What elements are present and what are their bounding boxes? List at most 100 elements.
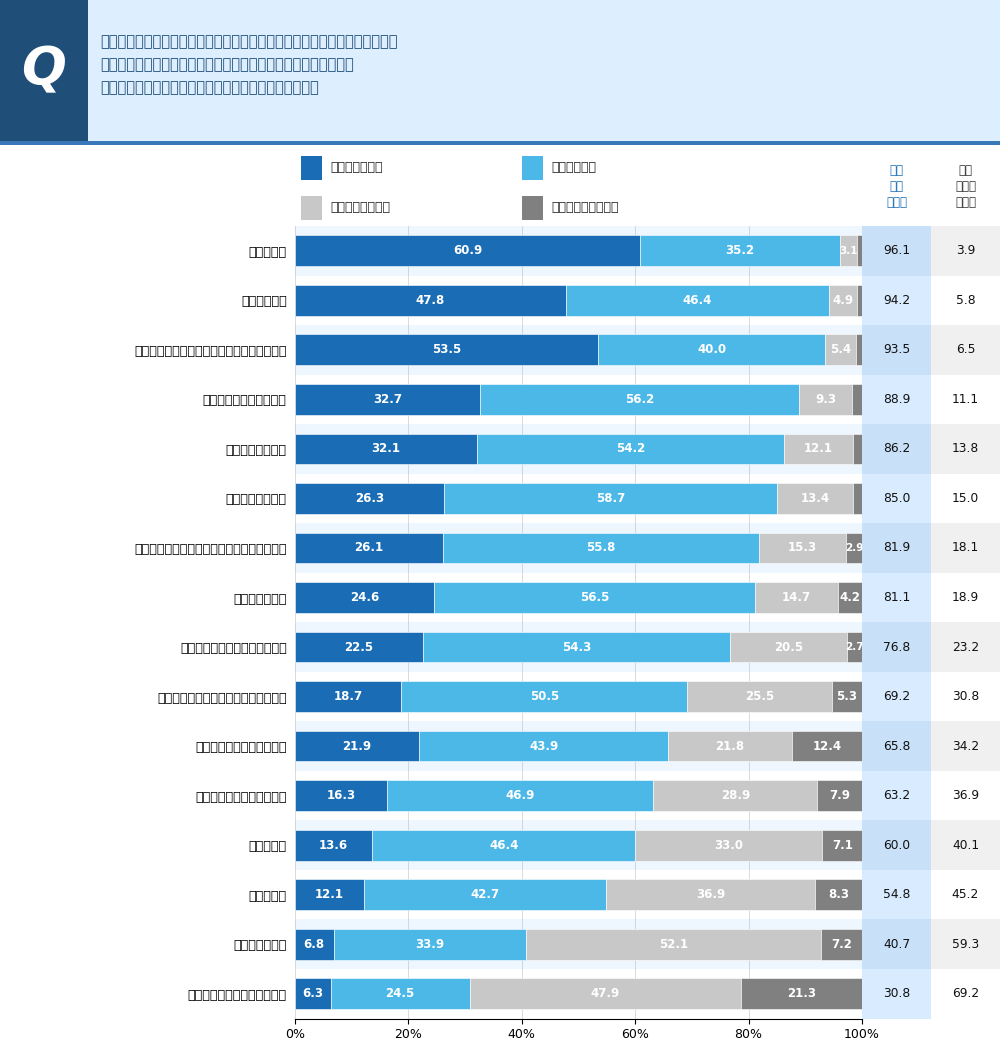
Bar — [862, 969, 931, 1019]
Text: 2.7: 2.7 — [845, 642, 864, 653]
Bar — [856, 334, 862, 365]
Bar — [295, 236, 640, 266]
Text: 43.9: 43.9 — [529, 740, 558, 752]
Text: 3.1: 3.1 — [839, 246, 858, 256]
Text: 46.9: 46.9 — [506, 789, 535, 802]
Text: 54.8: 54.8 — [883, 888, 910, 901]
Bar — [857, 236, 862, 266]
Bar — [653, 780, 817, 811]
Text: 76.8: 76.8 — [883, 641, 910, 654]
Text: 55.8: 55.8 — [586, 541, 616, 555]
Bar — [862, 920, 931, 969]
Text: 30.8: 30.8 — [952, 690, 979, 703]
Text: 56.2: 56.2 — [625, 393, 654, 406]
Bar — [295, 830, 372, 860]
Bar — [931, 771, 1000, 820]
Bar — [295, 424, 862, 473]
Text: 93.5: 93.5 — [883, 344, 910, 356]
Bar — [853, 434, 863, 465]
Text: 26.3: 26.3 — [355, 492, 384, 505]
Text: 59.3: 59.3 — [952, 938, 979, 951]
Text: 60.9: 60.9 — [453, 244, 482, 257]
Bar — [295, 582, 434, 613]
Text: 63.2: 63.2 — [883, 789, 910, 802]
Bar — [295, 334, 598, 365]
Text: 18.7: 18.7 — [333, 690, 363, 703]
Text: 85.0: 85.0 — [883, 492, 910, 505]
Bar — [295, 285, 566, 316]
Bar — [423, 631, 730, 662]
Bar — [931, 276, 1000, 325]
Bar — [862, 573, 931, 622]
Text: 94.2: 94.2 — [883, 294, 910, 307]
Bar — [566, 285, 829, 316]
Bar — [862, 424, 931, 473]
Text: 7.9: 7.9 — [829, 789, 850, 802]
Text: 5.4: 5.4 — [830, 344, 851, 356]
Bar — [295, 523, 862, 573]
Bar — [477, 434, 784, 465]
Text: 11.1: 11.1 — [952, 393, 979, 406]
Text: 65.8: 65.8 — [883, 740, 910, 752]
Text: 12.1: 12.1 — [804, 442, 833, 455]
Bar — [444, 483, 777, 514]
Bar — [687, 681, 832, 712]
Bar — [862, 473, 931, 523]
Text: 69.2: 69.2 — [883, 690, 910, 703]
Text: あまり重視しない: あまり重視しない — [330, 202, 390, 214]
Bar — [862, 820, 931, 870]
Bar — [931, 523, 1000, 573]
Text: 22.5: 22.5 — [344, 641, 373, 654]
Bar — [295, 573, 862, 622]
Bar — [526, 928, 821, 959]
Text: 42.7: 42.7 — [470, 888, 499, 901]
Bar — [443, 533, 759, 563]
Text: 2.9: 2.9 — [845, 543, 864, 553]
Text: 20.5: 20.5 — [774, 641, 803, 654]
Text: 52.1: 52.1 — [659, 938, 688, 951]
Text: 47.9: 47.9 — [591, 988, 620, 1001]
Text: 15.0: 15.0 — [952, 492, 979, 505]
Bar — [862, 622, 931, 672]
Bar — [825, 334, 856, 365]
Bar — [755, 582, 838, 613]
Bar — [301, 195, 322, 220]
Text: 重視
する
（計）: 重視 する （計） — [886, 163, 907, 209]
Text: 40.7: 40.7 — [883, 938, 910, 951]
Bar — [668, 731, 792, 762]
Text: 33.0: 33.0 — [714, 838, 743, 852]
Text: 6.5: 6.5 — [956, 344, 975, 356]
Bar — [640, 236, 840, 266]
Bar — [295, 771, 862, 820]
Text: 16.3: 16.3 — [327, 789, 356, 802]
Bar — [295, 870, 862, 920]
Text: 47.8: 47.8 — [416, 294, 445, 307]
Text: 5.3: 5.3 — [836, 690, 857, 703]
Bar — [931, 325, 1000, 375]
Text: 96.1: 96.1 — [883, 244, 910, 257]
Bar — [295, 928, 334, 959]
Bar — [295, 622, 862, 672]
Bar — [741, 978, 862, 1009]
Bar — [295, 978, 331, 1009]
Bar — [931, 473, 1000, 523]
Text: 58.7: 58.7 — [596, 492, 625, 505]
Bar — [931, 375, 1000, 424]
Bar — [862, 375, 931, 424]
Text: 40.1: 40.1 — [952, 838, 979, 852]
Text: 36.9: 36.9 — [696, 888, 725, 901]
Bar — [295, 820, 862, 870]
Bar — [295, 434, 477, 465]
Bar — [931, 573, 1000, 622]
Bar — [829, 285, 857, 316]
Text: 45.2: 45.2 — [952, 888, 979, 901]
Bar — [840, 236, 857, 266]
Bar — [862, 276, 931, 325]
Text: とても重視する: とても重視する — [330, 161, 383, 174]
Bar — [635, 830, 822, 860]
Bar — [295, 731, 419, 762]
Text: 21.3: 21.3 — [787, 988, 816, 1001]
Bar — [295, 880, 364, 910]
Bar — [931, 870, 1000, 920]
Bar — [470, 978, 741, 1009]
